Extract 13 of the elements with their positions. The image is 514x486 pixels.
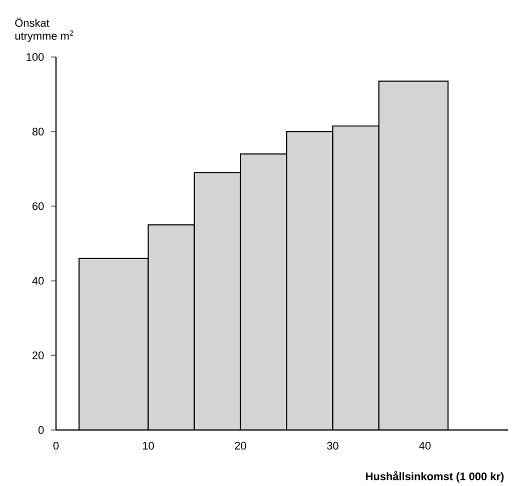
y-tick-label: 100 xyxy=(26,53,44,61)
x-tick-label: 20 xyxy=(234,442,246,450)
y-tick-label: 0 xyxy=(38,426,44,434)
x-tick-label: 0 xyxy=(53,442,59,450)
x-axis-title: Hushållsinkomst (1 000 kr) xyxy=(366,471,504,482)
x-tick-label: 40 xyxy=(419,442,431,450)
x-tick-label: 30 xyxy=(327,442,338,450)
y-axis-title: Önskat utrymme m$^{2}$ xyxy=(15,18,74,42)
y-tick-label: 80 xyxy=(32,128,44,136)
y-tick-label: 40 xyxy=(32,276,44,285)
y-tick-label: 20 xyxy=(32,352,44,360)
y-tick-label: 60 xyxy=(32,202,44,210)
x-tick-label: 10 xyxy=(142,442,154,450)
